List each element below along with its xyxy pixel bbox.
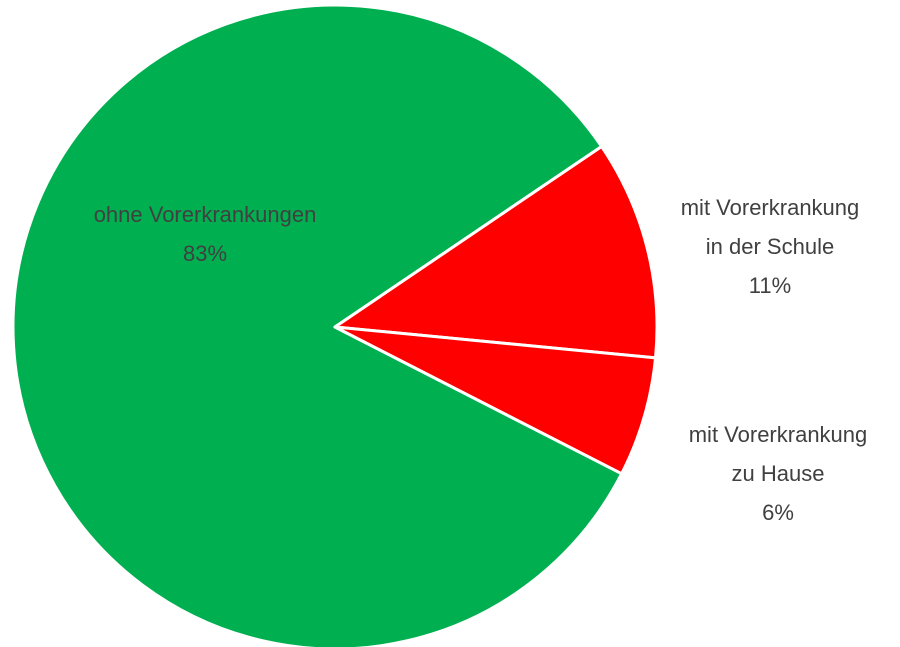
slice-value-label: 11%	[749, 273, 791, 298]
pie-slice	[333, 144, 659, 360]
pie-slice	[333, 325, 658, 476]
slice-label: ohne Vorerkrankungen	[94, 202, 317, 227]
pie-slice	[11, 3, 624, 647]
slice-label: mit Vorerkrankung in der Schule	[681, 195, 860, 259]
slice-value-label: 6%	[762, 500, 794, 525]
slice-value-label: 83%	[183, 241, 227, 266]
slice-label: mit Vorerkrankung zu Hause	[689, 422, 868, 486]
